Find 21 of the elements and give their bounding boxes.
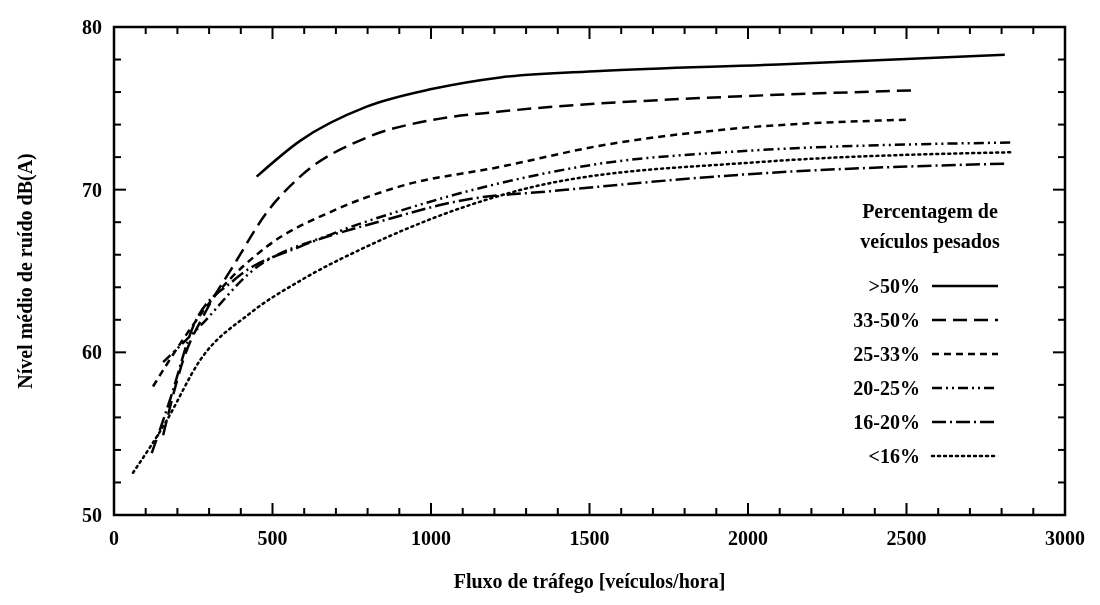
x-tick-label: 1500: [569, 527, 610, 549]
legend-label: 16-20%: [853, 411, 920, 433]
x-tick-label: 2000: [728, 527, 768, 549]
legend-label: <16%: [868, 445, 920, 467]
legend-title: Percentagem de veículos pesados: [860, 200, 1000, 253]
y-axis-title: Nível médio de ruído dB(A): [14, 153, 37, 389]
y-tick-label: 70: [82, 178, 102, 201]
x-axis-title: Fluxo de tráfego [veículos/hora]: [453, 570, 726, 593]
y-tick-label: 50: [82, 504, 102, 526]
x-tick-label: 1000: [411, 527, 451, 549]
x-tick-label: 2500: [886, 527, 927, 549]
line-series: [255, 53, 1007, 178]
y-tick-label: 80: [82, 16, 102, 38]
legend-label: 33-50%: [853, 309, 920, 331]
x-tick-label: 3000: [1045, 527, 1085, 549]
x-tick-label: 500: [257, 527, 288, 549]
x-tick-label: 0: [109, 527, 119, 549]
legend-label: 25-33%: [853, 343, 920, 365]
legend-label: >50%: [868, 275, 920, 297]
y-tick-label: 60: [82, 341, 102, 364]
legend-label: 20-25%: [853, 377, 920, 399]
